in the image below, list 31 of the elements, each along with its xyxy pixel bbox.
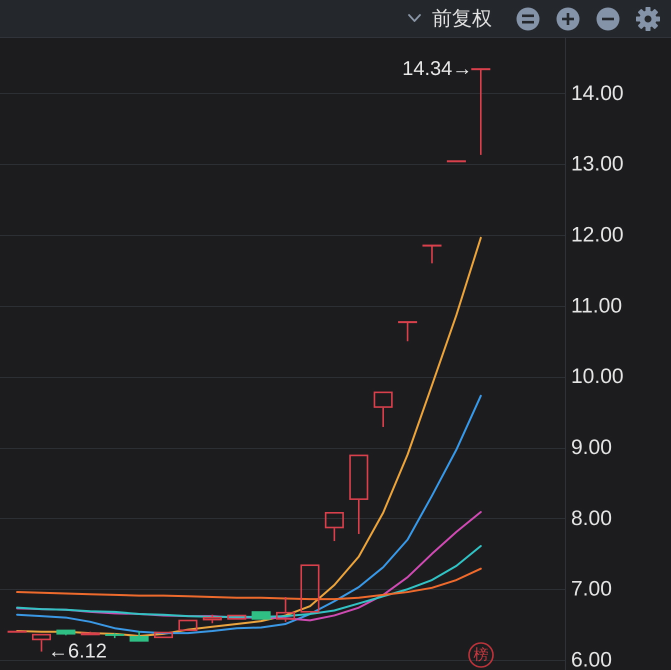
candlestick (32, 634, 52, 652)
candlestick (471, 68, 490, 156)
y-tick-label: 13.00 (571, 152, 624, 176)
candlestick (178, 620, 198, 632)
annotation: 14.34→ (402, 58, 472, 80)
y-tick-label: 6.00 (571, 648, 612, 670)
y-tick-label: 10.00 (571, 365, 624, 388)
y-tick-label: 12.00 (571, 223, 624, 246)
annotation: 榜 (474, 646, 488, 664)
candlestick (80, 632, 100, 636)
y-tick-label: 7.00 (571, 578, 612, 601)
y-tick-label: 11.00 (571, 294, 622, 318)
candlestick (398, 321, 418, 342)
candlestick (252, 611, 271, 620)
candlestick (300, 564, 320, 613)
y-tick-label: 14.00 (571, 82, 624, 105)
line-series (16, 394, 482, 634)
candlestick (276, 596, 296, 623)
candlestick (227, 614, 246, 620)
candlestick (374, 392, 393, 428)
annotation: ←6.12 (48, 640, 107, 663)
candlestick (349, 454, 368, 535)
text: 前复权 (432, 8, 492, 30)
candlestick (154, 632, 174, 638)
candlestick (422, 244, 442, 264)
candlestick (56, 630, 76, 635)
y-tick-label: 9.00 (571, 436, 612, 460)
y-tick-label: 8.00 (571, 506, 612, 530)
candlestick (130, 630, 149, 642)
candlestick (324, 512, 344, 542)
line-series (16, 568, 482, 600)
